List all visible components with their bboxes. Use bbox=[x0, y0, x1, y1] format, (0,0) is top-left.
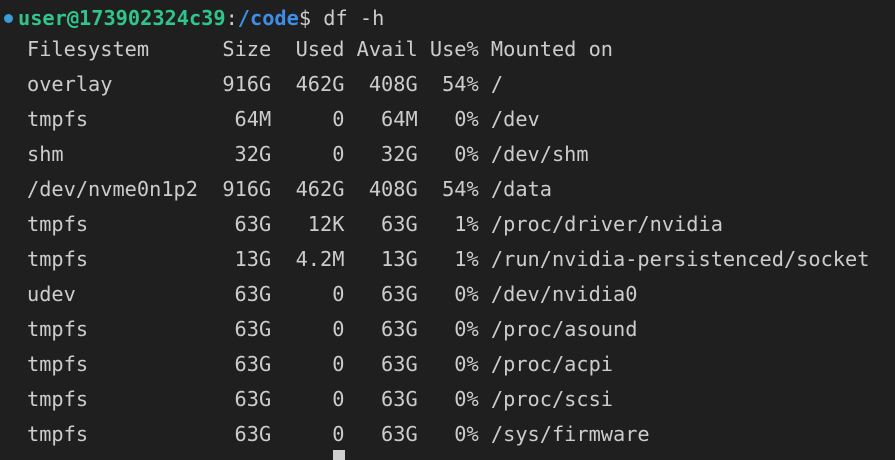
cell-used: 0 bbox=[332, 282, 345, 306]
cell-mounted-on: / bbox=[490, 72, 504, 96]
prompt-separator: : bbox=[225, 6, 238, 30]
cell-filesystem: tmpfs bbox=[27, 212, 89, 236]
cell-used: 0 bbox=[332, 142, 345, 166]
cell-mounted-on: /dev/nvidia0 bbox=[490, 282, 638, 306]
df-row: udev 63G 0 63G 0% /dev/nvidia0 bbox=[27, 277, 869, 312]
cell-use-percent: 0% bbox=[454, 352, 479, 376]
cell-size: 63G bbox=[234, 422, 272, 446]
cell-use-percent: 0% bbox=[454, 317, 479, 341]
cell-use-percent: 0% bbox=[454, 107, 479, 131]
cell-mounted-on: /sys/firmware bbox=[490, 422, 650, 446]
cell-use-percent: 1% bbox=[454, 247, 479, 271]
header-mounted-on: Mounted on bbox=[490, 37, 614, 61]
cell-avail: 63G bbox=[381, 212, 418, 236]
cell-used: 0 bbox=[332, 387, 345, 411]
cell-filesystem: tmpfs bbox=[27, 317, 89, 341]
cell-used: 0 bbox=[332, 107, 345, 131]
df-header-row: Filesystem Size Used Avail Use% Mounted … bbox=[27, 32, 869, 67]
cell-used: 0 bbox=[332, 422, 345, 446]
cell-filesystem: tmpfs bbox=[27, 352, 89, 376]
cell-use-percent: 54% bbox=[442, 72, 479, 96]
df-row: tmpfs 64M 0 64M 0% /dev bbox=[27, 102, 869, 137]
cell-size: 63G bbox=[234, 212, 272, 236]
cell-avail: 63G bbox=[381, 387, 418, 411]
prompt-symbol: $ bbox=[298, 6, 324, 30]
cell-size: 63G bbox=[234, 352, 272, 376]
prompt-line: user@173902324c39:/code$ df -h bbox=[0, 0, 384, 35]
cell-filesystem: shm bbox=[27, 142, 64, 166]
cell-use-percent: 54% bbox=[442, 177, 479, 201]
df-row: tmpfs 63G 0 63G 0% /proc/acpi bbox=[27, 347, 869, 382]
cell-used: 0 bbox=[332, 352, 345, 376]
cell-mounted-on: /dev bbox=[490, 107, 540, 131]
cell-size: 63G bbox=[234, 317, 272, 341]
cell-size: 13G bbox=[234, 247, 272, 271]
df-row: tmpfs 63G 12K 63G 1% /proc/driver/nvidia bbox=[27, 207, 869, 242]
cell-avail: 408G bbox=[368, 72, 418, 96]
df-row: tmpfs 13G 4.2M 13G 1% /run/nvidia-persistence… bbox=[27, 242, 869, 277]
cell-mounted-on: /proc/driver/nvidia bbox=[490, 212, 723, 236]
cell-used: 462G bbox=[295, 72, 345, 96]
cell-mounted-on: /dev/shm bbox=[490, 142, 589, 166]
command-text: df -h bbox=[323, 6, 385, 30]
cell-avail: 63G bbox=[381, 352, 418, 376]
cell-used: 4.2M bbox=[295, 247, 345, 271]
df-row: overlay 916G 462G 408G 54% / bbox=[27, 67, 869, 102]
cell-avail: 32G bbox=[381, 142, 418, 166]
cell-filesystem: tmpfs bbox=[27, 247, 89, 271]
cell-filesystem: /dev/nvme0n1p2 bbox=[27, 177, 198, 201]
cell-size: 63G bbox=[234, 282, 272, 306]
header-used: Used bbox=[295, 37, 345, 61]
cell-avail: 13G bbox=[381, 247, 418, 271]
cell-filesystem: tmpfs bbox=[27, 107, 89, 131]
df-row: tmpfs 63G 0 63G 0% /sys/firmware bbox=[27, 417, 869, 452]
cell-size: 63G bbox=[234, 387, 272, 411]
df-row: tmpfs 63G 0 63G 0% /proc/asound bbox=[27, 312, 869, 347]
cell-mounted-on: /proc/scsi bbox=[490, 387, 614, 411]
cell-avail: 408G bbox=[368, 177, 418, 201]
header-size: Size bbox=[222, 37, 272, 61]
cell-use-percent: 0% bbox=[454, 282, 479, 306]
prompt-user-host: user@173902324c39 bbox=[18, 6, 226, 30]
cell-mounted-on: /proc/asound bbox=[490, 317, 638, 341]
cell-size: 64M bbox=[234, 107, 272, 131]
df-row: tmpfs 63G 0 63G 0% /proc/scsi bbox=[27, 382, 869, 417]
cell-size: 32G bbox=[234, 142, 272, 166]
cell-mounted-on: /data bbox=[490, 177, 552, 201]
header-avail: Avail bbox=[356, 37, 418, 61]
cell-use-percent: 0% bbox=[454, 422, 479, 446]
cell-avail: 63G bbox=[381, 282, 418, 306]
cell-size: 916G bbox=[222, 72, 272, 96]
df-row: shm 32G 0 32G 0% /dev/shm bbox=[27, 137, 869, 172]
cell-filesystem: overlay bbox=[27, 72, 113, 96]
cell-filesystem: tmpfs bbox=[27, 387, 89, 411]
cell-used: 462G bbox=[295, 177, 345, 201]
cell-use-percent: 1% bbox=[454, 212, 479, 236]
cell-size: 916G bbox=[222, 177, 272, 201]
command-status-dot-icon[interactable] bbox=[4, 14, 13, 23]
cell-filesystem: tmpfs bbox=[27, 422, 89, 446]
cell-use-percent: 0% bbox=[454, 387, 479, 411]
header-filesystem: Filesystem bbox=[27, 37, 150, 61]
cell-avail: 64M bbox=[381, 107, 418, 131]
cell-used: 12K bbox=[307, 212, 345, 236]
prompt-path: /code bbox=[237, 6, 299, 30]
cell-mounted-on: /run/nvidia-persistenced/socket bbox=[490, 247, 870, 271]
cell-filesystem: udev bbox=[27, 282, 76, 306]
cell-use-percent: 0% bbox=[454, 142, 479, 166]
header-use-percent: Use% bbox=[429, 37, 479, 61]
terminal-cursor bbox=[333, 450, 345, 460]
cell-avail: 63G bbox=[381, 317, 418, 341]
df-row: /dev/nvme0n1p2 916G 462G 408G 54% /data bbox=[27, 172, 869, 207]
cell-avail: 63G bbox=[381, 422, 418, 446]
cell-used: 0 bbox=[332, 317, 345, 341]
cell-mounted-on: /proc/acpi bbox=[490, 352, 614, 376]
df-output: Filesystem Size Used Avail Use% Mounted … bbox=[27, 32, 869, 452]
